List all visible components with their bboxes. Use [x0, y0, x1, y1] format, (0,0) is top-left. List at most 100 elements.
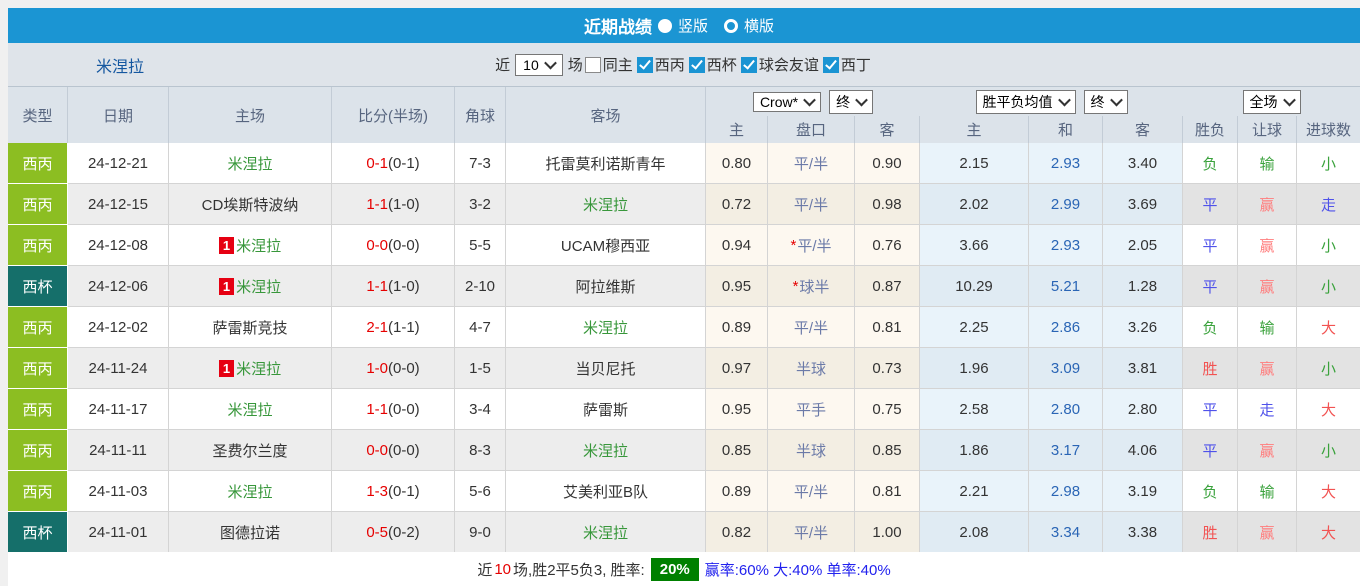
- summary-segment: 10: [494, 560, 512, 578]
- corner-cell: 3-2: [455, 184, 506, 225]
- match-row: 西丙 24-11-24 1 米涅拉 1-0 (0-0) 1-5 当贝尼托 0.97 半球 0.73 1…: [8, 348, 1360, 389]
- odds-home-cell: 0.95: [706, 389, 768, 430]
- checkbox-label[interactable]: 西丙: [654, 57, 685, 74]
- vertical-layout-radio[interactable]: [657, 18, 672, 33]
- team-name-link[interactable]: 米涅拉: [236, 237, 282, 255]
- team-name-link[interactable]: UCAM穆西亚: [560, 237, 651, 255]
- odds-away-cell: 0.87: [855, 266, 920, 307]
- team-name-link[interactable]: 米涅拉: [582, 442, 628, 460]
- sub-header-odds-home: 主: [706, 116, 768, 143]
- col-header-score: 比分(半场): [332, 87, 455, 143]
- col-header-away: 客场: [506, 87, 706, 143]
- full-time-score: 0-0: [366, 441, 388, 459]
- odds-away-cell: 0.75: [855, 389, 920, 430]
- odds-home-cell: 0.82: [706, 512, 768, 553]
- home-team-cell: 图德拉诺: [169, 512, 332, 553]
- games-count-value: 10: [523, 56, 539, 73]
- home-team-cell: 1 米涅拉: [169, 225, 332, 266]
- team-name-link[interactable]: 托雷莫利诺斯青年: [545, 155, 666, 173]
- result-wdl-cell: 平: [1183, 389, 1238, 430]
- team-name-link[interactable]: 阿拉维斯: [575, 278, 636, 296]
- score-cell: 1-0 (0-0): [332, 348, 455, 389]
- odds-company-select[interactable]: Crow*: [752, 91, 822, 112]
- result-wdl-cell: 平: [1183, 184, 1238, 225]
- checkmark-icon: [638, 56, 651, 70]
- odds-header-block: Crow* 终 胜平负均值: [706, 87, 1360, 143]
- result-goals-cell: 大: [1297, 471, 1360, 512]
- home-team-cell: CD埃斯特波纳: [169, 184, 332, 225]
- full-time-score: 0-0: [366, 236, 388, 254]
- checked-checkbox[interactable]: [740, 56, 757, 73]
- checkmark-icon: [742, 56, 755, 70]
- team-name-link[interactable]: 艾美利亚B队: [562, 483, 648, 501]
- games-count-select[interactable]: 10: [515, 53, 563, 76]
- team-name-link[interactable]: 米涅拉: [227, 483, 273, 501]
- checkbox-label[interactable]: 球会友谊: [758, 57, 819, 74]
- rank-badge: 1: [218, 277, 235, 295]
- away-team-cell: 米涅拉: [506, 184, 706, 225]
- result-goals-cell: 小: [1297, 266, 1360, 307]
- half-time-score: (1-1): [388, 318, 420, 336]
- league-type-badge: 西丙: [8, 184, 68, 225]
- league-type-badge: 西丙: [8, 307, 68, 348]
- checked-checkbox[interactable]: [822, 56, 839, 73]
- checked-checkbox[interactable]: [688, 56, 705, 73]
- star-mark: *: [792, 277, 799, 295]
- checkbox-label[interactable]: 西丁: [840, 57, 871, 74]
- checkbox-label[interactable]: 同主: [602, 57, 633, 74]
- home-team-cell: 圣费尔兰度: [169, 430, 332, 471]
- horizontal-layout-radio[interactable]: [724, 18, 738, 33]
- home-team-cell: 米涅拉: [169, 389, 332, 430]
- score-cell: 0-5 (0-2): [332, 512, 455, 553]
- half-time-score: (0-1): [388, 482, 420, 500]
- team-name-link[interactable]: 萨雷斯竞技: [212, 319, 288, 337]
- odds-time-select[interactable]: 终: [829, 89, 874, 114]
- match-row: 西丙 24-11-03 米涅拉 1-3 (0-1) 5-6 艾美利亚B队 0.89 平/半 0.8…: [8, 471, 1360, 512]
- avg-home-cell: 1.86: [920, 430, 1029, 471]
- avg-home-cell: 3.66: [920, 225, 1029, 266]
- half-time-score: (0-0): [388, 236, 420, 254]
- team-name-link[interactable]: 米涅拉: [582, 524, 628, 542]
- result-goals-cell: 小: [1297, 348, 1360, 389]
- team-name-link[interactable]: 米涅拉: [582, 319, 628, 337]
- away-team-cell: 当贝尼托: [506, 348, 706, 389]
- half-time-score: (0-0): [388, 400, 420, 418]
- team-name-link[interactable]: 米涅拉: [236, 278, 282, 296]
- team-name-link[interactable]: 圣费尔兰度: [212, 442, 288, 460]
- team-name-link[interactable]: 米涅拉: [227, 155, 273, 173]
- match-row: 西丙 24-12-15 CD埃斯特波纳 1-1 (1-0) 3-2 米涅拉 0.72 平/半 0.…: [8, 184, 1360, 225]
- team-name-heading[interactable]: 米涅拉: [96, 58, 145, 76]
- avg-away-cell: 4.06: [1103, 430, 1183, 471]
- result-goals-cell: 小: [1297, 430, 1360, 471]
- team-name-link[interactable]: 萨雷斯: [582, 401, 628, 419]
- result-wdl-cell: 负: [1183, 307, 1238, 348]
- handicap-cell: 平手: [768, 389, 855, 430]
- avg-home-cell: 2.58: [920, 389, 1029, 430]
- team-name-link[interactable]: 当贝尼托: [575, 360, 636, 378]
- checkbox-label[interactable]: 西杯: [706, 57, 737, 74]
- team-name-link[interactable]: 图德拉诺: [219, 524, 280, 542]
- team-name-link[interactable]: CD埃斯特波纳: [201, 196, 299, 214]
- avg-home-cell: 2.21: [920, 471, 1029, 512]
- avg-time-select[interactable]: 终: [1083, 89, 1128, 114]
- team-name-link[interactable]: 米涅拉: [227, 401, 273, 419]
- score-cell: 1-1 (1-0): [332, 266, 455, 307]
- chevron-down-icon: [855, 93, 868, 107]
- unchecked-checkbox[interactable]: [584, 56, 601, 73]
- handicap-text: 半球: [795, 442, 826, 460]
- league-type-badge: 西丙: [8, 143, 68, 184]
- scope-select[interactable]: 全场: [1242, 89, 1301, 114]
- avg-away-cell: 3.40: [1103, 143, 1183, 184]
- horizontal-layout-label[interactable]: 横版: [744, 18, 775, 35]
- odds-away-cell: 1.00: [855, 512, 920, 553]
- vertical-layout-label[interactable]: 竖版: [677, 18, 708, 35]
- home-team-cell: 萨雷斯竞技: [169, 307, 332, 348]
- result-handicap-cell: 赢: [1238, 512, 1297, 553]
- league-type-badge: 西丙: [8, 471, 68, 512]
- checked-checkbox[interactable]: [636, 56, 653, 73]
- score-cell: 0-0 (0-0): [332, 430, 455, 471]
- result-wdl-cell: 平: [1183, 225, 1238, 266]
- team-name-link[interactable]: 米涅拉: [236, 360, 282, 378]
- avg-type-select[interactable]: 胜平负均值: [975, 89, 1076, 114]
- team-name-link[interactable]: 米涅拉: [582, 196, 628, 214]
